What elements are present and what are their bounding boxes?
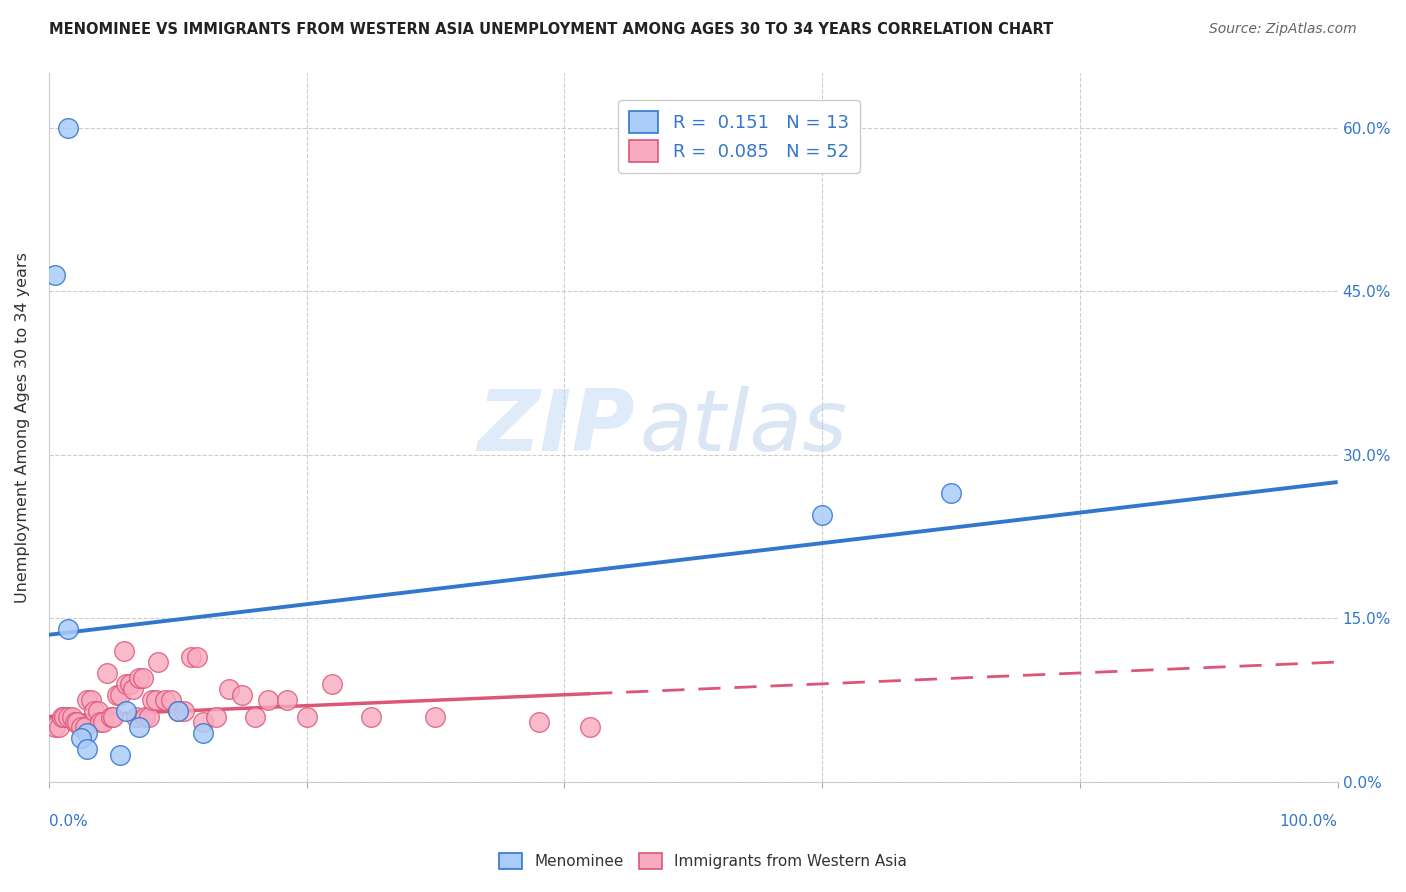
Point [579,721,602,735]
Text: Source: ZipAtlas.com: Source: ZipAtlas.com [1209,22,1357,37]
Point [103,709,125,723]
Point [193,726,215,740]
Point [138,709,160,723]
Point [186,649,208,664]
Point [295,709,318,723]
Point [276,693,298,707]
Point [70,731,93,746]
Text: MENOMINEE VS IMMIGRANTS FROM WESTERN ASIA UNEMPLOYMENT AMONG AGES 30 TO 34 YEARS: MENOMINEE VS IMMIGRANTS FROM WESTERN ASI… [49,22,1053,37]
Point [89,714,111,729]
Point [96,665,118,680]
Point [128,672,150,686]
Point [73,721,96,735]
Point [811,508,834,522]
Point [527,714,550,729]
Point [76,693,98,707]
Point [83,704,105,718]
Point [44,721,66,735]
Point [112,644,135,658]
Point [218,682,240,697]
Point [205,709,228,723]
Point [70,721,93,735]
Point [128,721,150,735]
Point [115,704,138,718]
Point [44,268,66,282]
Point [148,655,170,669]
Text: 0.0%: 0.0% [49,814,87,829]
Point [76,742,98,756]
Y-axis label: Unemployment Among Ages 30 to 34 years: Unemployment Among Ages 30 to 34 years [15,252,30,603]
Text: ZIP: ZIP [478,386,636,469]
Point [63,714,86,729]
Point [100,709,122,723]
Point [193,714,215,729]
Text: atlas: atlas [640,386,846,469]
Point [60,709,83,723]
Point [76,726,98,740]
Point [51,709,73,723]
Point [125,709,148,723]
Legend: R =  0.151   N = 13, R =  0.085   N = 52: R = 0.151 N = 13, R = 0.085 N = 52 [619,100,859,173]
Point [160,693,183,707]
Point [173,704,195,718]
Point [105,688,128,702]
Point [145,693,167,707]
Point [66,714,89,729]
Point [134,709,156,723]
Text: 100.0%: 100.0% [1279,814,1337,829]
Point [243,709,266,723]
Point [132,672,155,686]
Point [56,709,79,723]
Point [53,709,76,723]
Point [121,682,143,697]
Point [166,704,188,718]
Point [180,649,202,664]
Point [87,704,110,718]
Point [56,120,79,135]
Point [108,688,131,702]
Point [166,704,188,718]
Point [153,693,176,707]
Legend: Menominee, Immigrants from Western Asia: Menominee, Immigrants from Western Asia [494,847,912,875]
Point [115,677,138,691]
Point [425,709,447,723]
Point [939,486,962,500]
Point [80,693,103,707]
Point [141,693,163,707]
Point [360,709,382,723]
Point [257,693,280,707]
Point [321,677,343,691]
Point [108,747,131,762]
Point [48,721,70,735]
Point [56,623,79,637]
Point [118,677,141,691]
Point [91,714,114,729]
Point [231,688,253,702]
